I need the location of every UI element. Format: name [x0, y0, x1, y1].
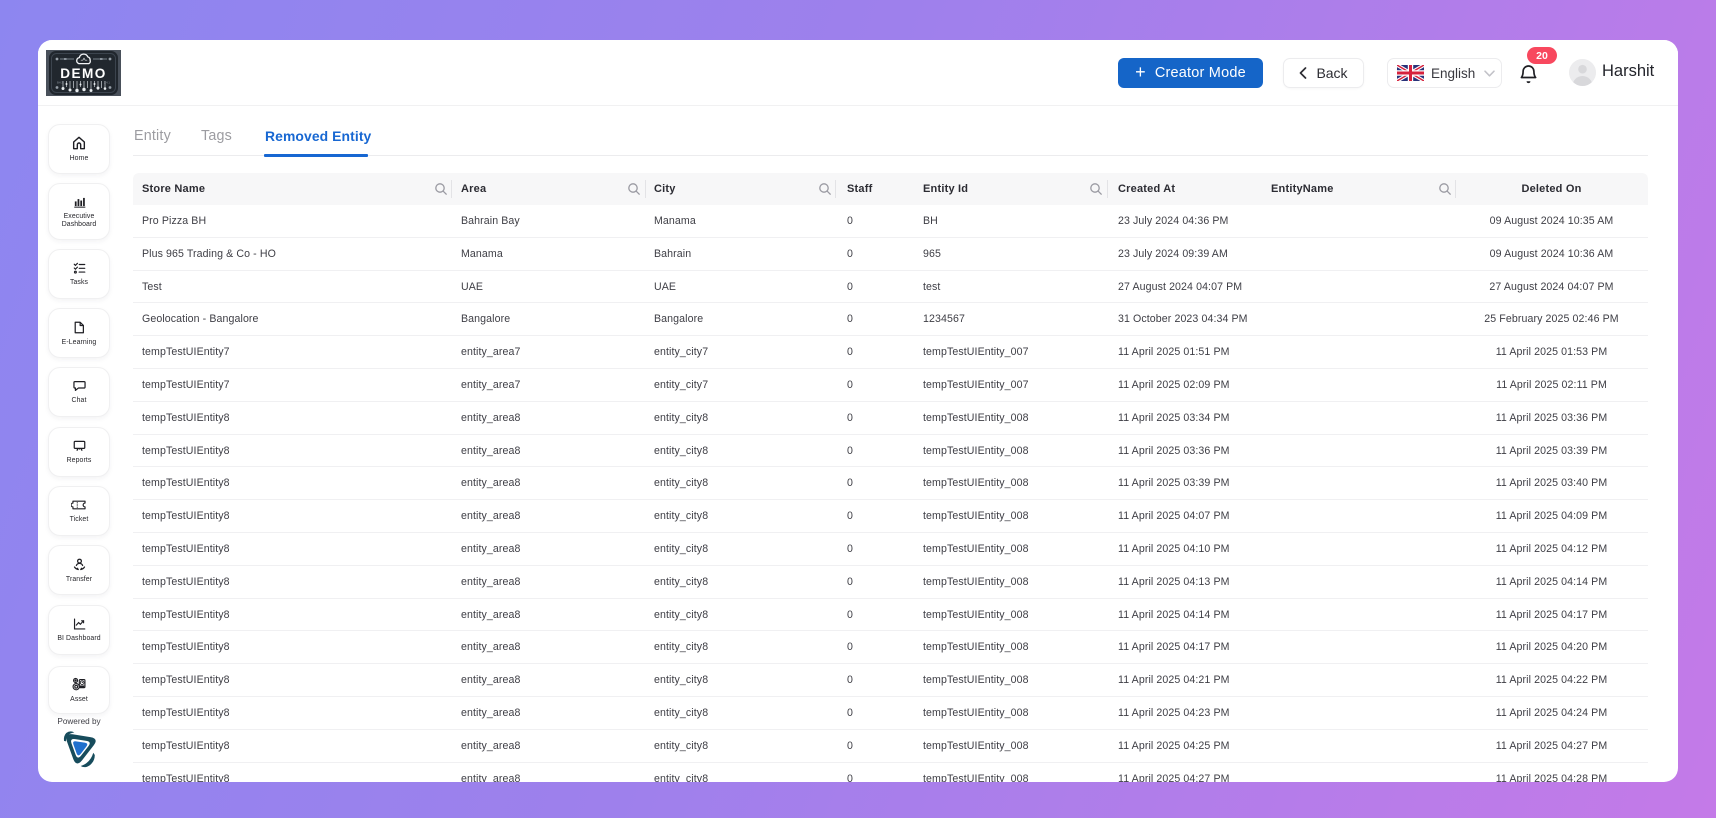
svg-text:2.4.1: 2.4.1 [104, 81, 110, 85]
svg-text:BH 2: BH 2 [57, 81, 63, 85]
svg-text:DEMO: DEMO [60, 66, 106, 81]
